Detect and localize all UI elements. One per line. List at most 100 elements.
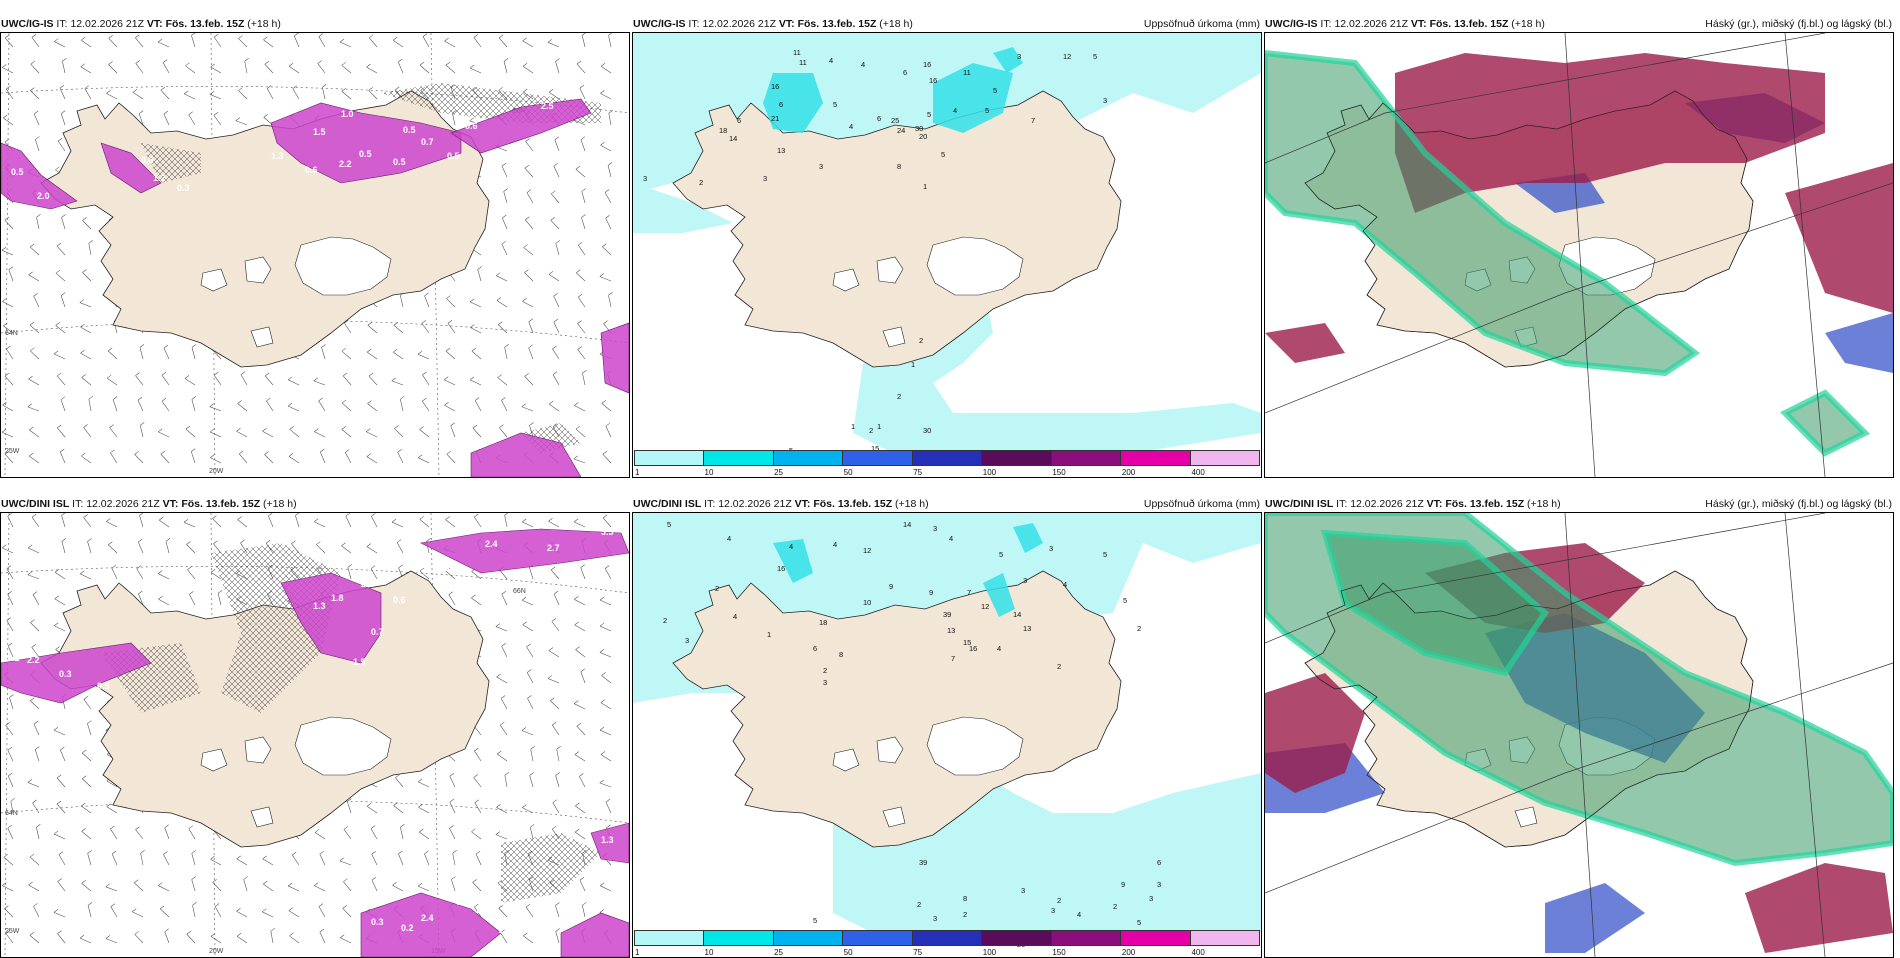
graticule [1265, 33, 1893, 477]
panel-precip-top: UWC/IG-IS IT: 12.02.2026 21Z VT: Fös. 13… [632, 16, 1262, 478]
precip-cell [470, 432, 582, 477]
legend-swatch [912, 931, 983, 945]
precip-value-label: 1 [911, 360, 915, 369]
model-name: UWC/IG-IS [1, 18, 54, 30]
precip-value-label: 2 [699, 178, 703, 187]
precip-value-label: 2 [897, 392, 901, 401]
it-value: 12.02.2026 21Z [70, 18, 144, 30]
panel-clouds-bottom: UWC/DINI ISL IT: 12.02.2026 21Z VT: Fös.… [1264, 496, 1894, 958]
high-cloud [1265, 49, 1701, 377]
wind-value-label: 0.3 [299, 97, 312, 107]
high-cloud [1320, 529, 1549, 677]
precip-value-label: 2 [1057, 662, 1061, 671]
precip-value-label: 3 [1017, 52, 1021, 61]
precip-cell [100, 142, 162, 194]
vt-value: Fös. 13.feb. 15Z [165, 18, 245, 30]
hatched-area [501, 833, 601, 903]
mid-cloud [1265, 323, 1345, 363]
model-name: UWC/DINI ISL [633, 498, 702, 510]
lead-time: (+18 h) [263, 498, 297, 510]
wind-value-label: 0.6 [305, 165, 318, 175]
clouds-map-svg [1265, 513, 1893, 957]
precip-value-label: 4 [1063, 580, 1067, 589]
panel-header: UWC/IG-IS IT: 12.02.2026 21Z VT: Fös. 13… [632, 16, 1262, 32]
glacier [882, 326, 906, 348]
precip-value-label: 39 [943, 610, 951, 619]
legend-swatch [912, 451, 983, 465]
precip-value-label: 5 [1103, 550, 1107, 559]
legend-swatch [704, 931, 774, 945]
panel-wind-bottom: UWC/DINI ISL IT: 12.02.2026 21Z VT: Fös.… [0, 496, 630, 958]
precip-value-label: 2 [823, 666, 827, 675]
graticule [1265, 513, 1893, 957]
precip-cell [270, 102, 462, 184]
grid-label: 20W [209, 948, 224, 955]
panel-header: UWC/DINI ISL IT: 12.02.2026 21Z VT: Fös.… [632, 496, 1262, 512]
precip-value-label: 16 [929, 76, 937, 85]
wind-value-label: 1.2 [153, 173, 166, 183]
glacier [244, 256, 272, 284]
wind-value-label: 1.8 [331, 593, 344, 603]
model-name: UWC/DINI ISL [1, 498, 70, 510]
precip-value-label: 1 [767, 630, 771, 639]
hatched-area [141, 143, 201, 183]
precip-value-label: 11 [963, 68, 971, 77]
wind-value-label: 1.9 [475, 905, 488, 915]
glacier [876, 256, 904, 284]
precip-value-label: 9 [889, 582, 893, 591]
legend-swatch [843, 451, 913, 465]
it-value: 12.02.2026 21Z [702, 18, 776, 30]
vt-value: Fös. 13.feb. 15Z [1429, 18, 1509, 30]
precip-value-label: 16 [969, 644, 977, 653]
it-label: IT: [1320, 18, 1332, 30]
grid-label: 25W [5, 928, 20, 935]
it-label: IT: [704, 498, 716, 510]
mid-cloud [1265, 673, 1365, 793]
precip-value-label: 3 [1103, 96, 1107, 105]
legend-label: 200 [1121, 468, 1136, 477]
precip-value-label: 14 [729, 134, 737, 143]
precip-value-label: 2 [1113, 902, 1117, 911]
precip-cell [360, 892, 502, 957]
precip-value-label: 5 [993, 86, 997, 95]
precip-value-label: 5 [1093, 52, 1097, 61]
precip-value-label: 5 [813, 916, 817, 925]
precip-value-label: 3 [1157, 880, 1161, 889]
legend-swatch [635, 931, 705, 945]
legend-label: 400 [1191, 948, 1205, 957]
panel-wind-top: UWC/IG-IS IT: 12.02.2026 21Z VT: Fös. 13… [0, 16, 630, 478]
legend-colorbar [634, 930, 1260, 946]
wind-value-label: 0.2 [401, 923, 414, 933]
precip-value-label: 12 [981, 602, 989, 611]
precip-value-label: 11 [799, 58, 807, 67]
precip-value-label: 6 [877, 114, 881, 123]
precip-cell [590, 822, 629, 864]
precip-value-label: 6 [779, 100, 783, 109]
vt-value: Fös. 13.feb. 15Z [181, 498, 261, 510]
precip-value-label: 10 [863, 598, 871, 607]
glacier [200, 748, 228, 772]
precip-heavy [773, 539, 813, 583]
mid-cloud [1745, 863, 1893, 953]
precip-value-label: 2 [663, 616, 667, 625]
legend-label: 1 [635, 468, 640, 477]
model-name: UWC/IG-IS [1265, 18, 1318, 30]
panel-header: UWC/DINI ISL IT: 12.02.2026 21Z VT: Fös.… [1264, 496, 1894, 512]
precip-cell [1, 142, 78, 210]
legend-label: 50 [843, 948, 853, 957]
precip-heavy [1013, 523, 1043, 553]
wind-value-label: 0.6 [437, 563, 450, 573]
it-label: IT: [1336, 498, 1348, 510]
wind-value-label: 0.5 [11, 167, 24, 177]
legend-swatch [982, 931, 1052, 945]
precip-value-label: 13 [947, 626, 955, 635]
precip-value-label: 3 [933, 914, 937, 923]
panel-title-precip: Uppsöfnuð úrkoma (mm) [1143, 18, 1260, 30]
precip-value-label: 1 [923, 182, 927, 191]
precip-value-label: 5 [941, 150, 945, 159]
legend-label: 75 [913, 468, 923, 477]
precip-value-label: 5 [1123, 596, 1127, 605]
precip-value-label: 3 [1051, 906, 1055, 915]
wind-value-label: 2.2 [339, 159, 352, 169]
legend-label: 25 [774, 948, 784, 957]
